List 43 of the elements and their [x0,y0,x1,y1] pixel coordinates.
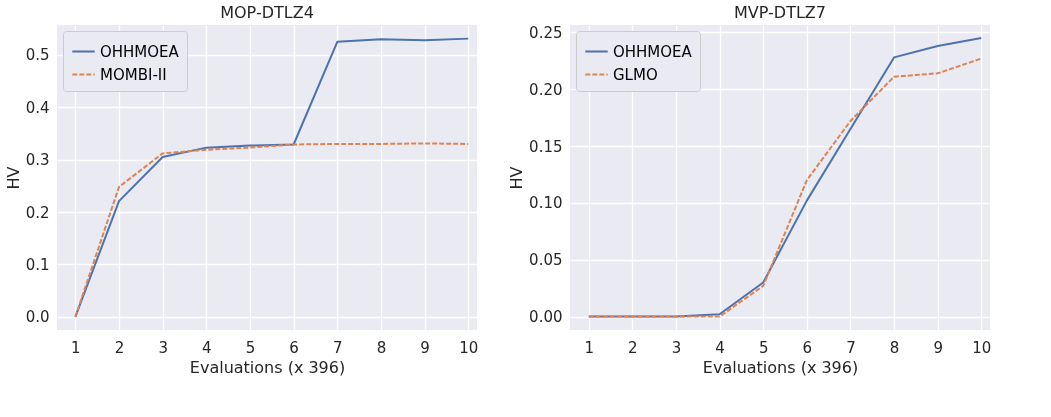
y-tick-label: 0.1 [25,255,50,274]
y-tick-label: 0.20 [529,80,563,99]
x-tick-label: 8 [889,338,900,357]
x-axis-title: Evaluations (x 396) [189,357,346,377]
y-axis-title: HV [3,166,23,190]
chart-title: MVP-DTLZ7 [734,3,826,22]
x-tick-label: 1 [584,338,595,357]
x-tick-label: 7 [846,338,856,357]
x-tick-label: 2 [114,338,125,357]
y-tick-label: 0.5 [25,46,50,65]
x-tick-label: 8 [376,338,387,357]
legend-label: GLMO [613,65,658,84]
x-tick-label: 7 [333,338,343,357]
y-tick-label: 0.4 [25,98,50,117]
x-tick-label: 6 [289,338,299,357]
x-tick-label: 5 [758,338,769,357]
y-tick-label: 0.05 [529,251,563,270]
y-tick-label: 0.0 [25,308,50,327]
chart-title: MOP-DTLZ4 [220,3,314,22]
legend-label: MOMBI-II [100,65,167,84]
x-tick-label: 10 [972,338,992,357]
line-series [74,142,470,318]
x-tick-label: 10 [459,338,479,357]
x-tick-label: 9 [933,338,943,357]
y-tick-label: 0.3 [25,151,50,170]
x-tick-label: 9 [420,338,430,357]
x-tick-label: 5 [245,338,256,357]
legend-label: OHHMOEA [100,42,180,61]
y-tick-label: 0.2 [25,203,50,222]
x-tick-label: 3 [671,338,682,357]
y-tick-label: 0.00 [529,308,563,327]
x-tick-label: 6 [802,338,813,357]
y-tick-label: 0.25 [529,23,563,42]
x-tick-label: 2 [628,338,638,357]
x-tick-label: 4 [202,338,212,357]
y-tick-label: 0.15 [529,137,563,156]
y-axis-title: HV [507,166,527,190]
y-tick-label: 0.10 [529,194,563,213]
x-axis-title: Evaluations (x 396) [702,357,859,377]
legend-label: OHHMOEA [613,42,693,61]
x-tick-label: 3 [158,338,168,357]
x-tick-label: 1 [71,338,81,357]
x-tick-label: 4 [715,338,725,357]
